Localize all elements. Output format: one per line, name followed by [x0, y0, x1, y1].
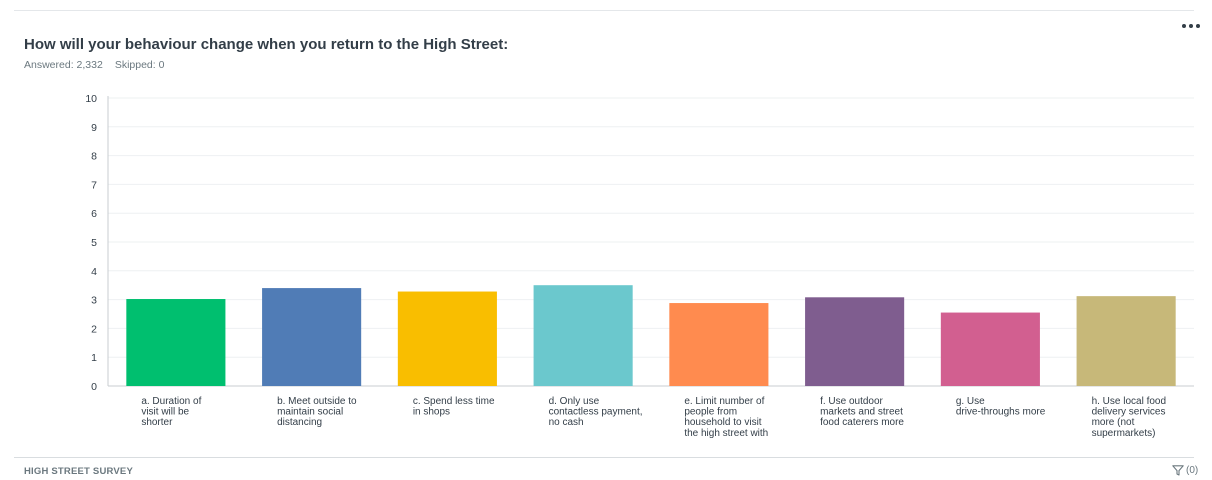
filter-button[interactable]: (0) [1172, 465, 1198, 476]
x-tick-label-line: b. Meet outside to [277, 396, 357, 407]
x-tick-label: b. Meet outside to maintain social distanc… [277, 396, 357, 428]
x-tick-label-line: g. Use [956, 396, 985, 407]
bar [533, 285, 633, 386]
bar [126, 299, 226, 386]
x-tick-label-line: e. Limit number of [684, 396, 764, 407]
x-tick-label-line: drive-throughs more [956, 407, 1046, 418]
x-tick-label-line: food caterers more [820, 417, 904, 428]
survey-name: HIGH STREET SURVEY [24, 466, 133, 477]
footer-divider [14, 457, 1194, 458]
x-tick-label-line: contactless payment, [549, 407, 643, 418]
x-tick-label-line: no cash [549, 417, 584, 428]
x-tick-label-line: people from [684, 407, 737, 418]
response-stats: Answered: 2,332 Skipped: 0 [24, 59, 164, 71]
y-tick-label: 1 [91, 352, 97, 364]
y-tick-label: 8 [91, 151, 97, 163]
question-title: How will your behaviour change when you … [24, 36, 509, 53]
bar [940, 312, 1040, 386]
bar [669, 303, 769, 386]
bar [397, 291, 497, 386]
y-tick-label: 4 [91, 266, 97, 278]
x-tick-label-line: supermarkets) [1092, 428, 1156, 439]
y-tick-label: 6 [91, 208, 97, 220]
x-tick-label-line: maintain social [277, 407, 343, 418]
bar [805, 297, 905, 386]
x-tick-label: h. Use local food delivery services more (… [1092, 396, 1167, 439]
skipped-count: Skipped: 0 [114, 59, 165, 71]
filter-funnel-icon [1172, 465, 1184, 476]
x-tick-label-line: delivery services [1092, 407, 1166, 418]
x-tick-label-line: more (not [1092, 417, 1135, 428]
x-tick-label-line: a. Duration of [141, 396, 201, 407]
x-tick-label-line: shorter [141, 417, 173, 428]
x-tick-label: d. Only use contactless payment, no cash [549, 396, 643, 428]
x-tick-label: c. Spend less time in shops [413, 396, 495, 418]
top-divider [14, 10, 1194, 11]
y-tick-label: 0 [91, 381, 97, 393]
x-tick-label-line: f. Use outdoor [820, 396, 883, 407]
y-tick-label: 7 [91, 179, 97, 191]
x-tick-label-line: distancing [277, 417, 322, 428]
y-tick-label: 10 [85, 93, 97, 105]
y-tick-label: 5 [91, 237, 97, 249]
x-tick-label-line: the high street with [684, 428, 768, 439]
x-tick-label-line: visit will be [141, 407, 189, 418]
y-tick-label: 2 [91, 323, 97, 335]
answered-count: Answered: 2,332 [24, 59, 103, 71]
filter-count: (0) [1186, 465, 1199, 476]
x-tick-label: e. Limit number of people from household t… [684, 396, 768, 439]
x-tick-label: g. Use drive-throughs more [956, 396, 1046, 418]
bar [262, 288, 362, 386]
x-tick-label-line: d. Only use [549, 396, 600, 407]
more-dots-icon[interactable] [1178, 18, 1204, 34]
y-tick-label: 3 [91, 295, 97, 307]
bar [1076, 296, 1176, 386]
x-tick-label: f. Use outdoor markets and street food cat… [820, 396, 904, 428]
x-tick-label-line: household to visit [684, 417, 761, 428]
x-tick-label-line: c. Spend less time [413, 396, 495, 407]
x-tick-label-line: in shops [413, 407, 450, 418]
x-tick-label-line: h. Use local food [1092, 396, 1167, 407]
y-tick-label: 9 [91, 122, 97, 134]
x-tick-label-line: markets and street [820, 407, 903, 418]
x-tick-label: a. Duration of visit will be shorter [141, 396, 201, 428]
